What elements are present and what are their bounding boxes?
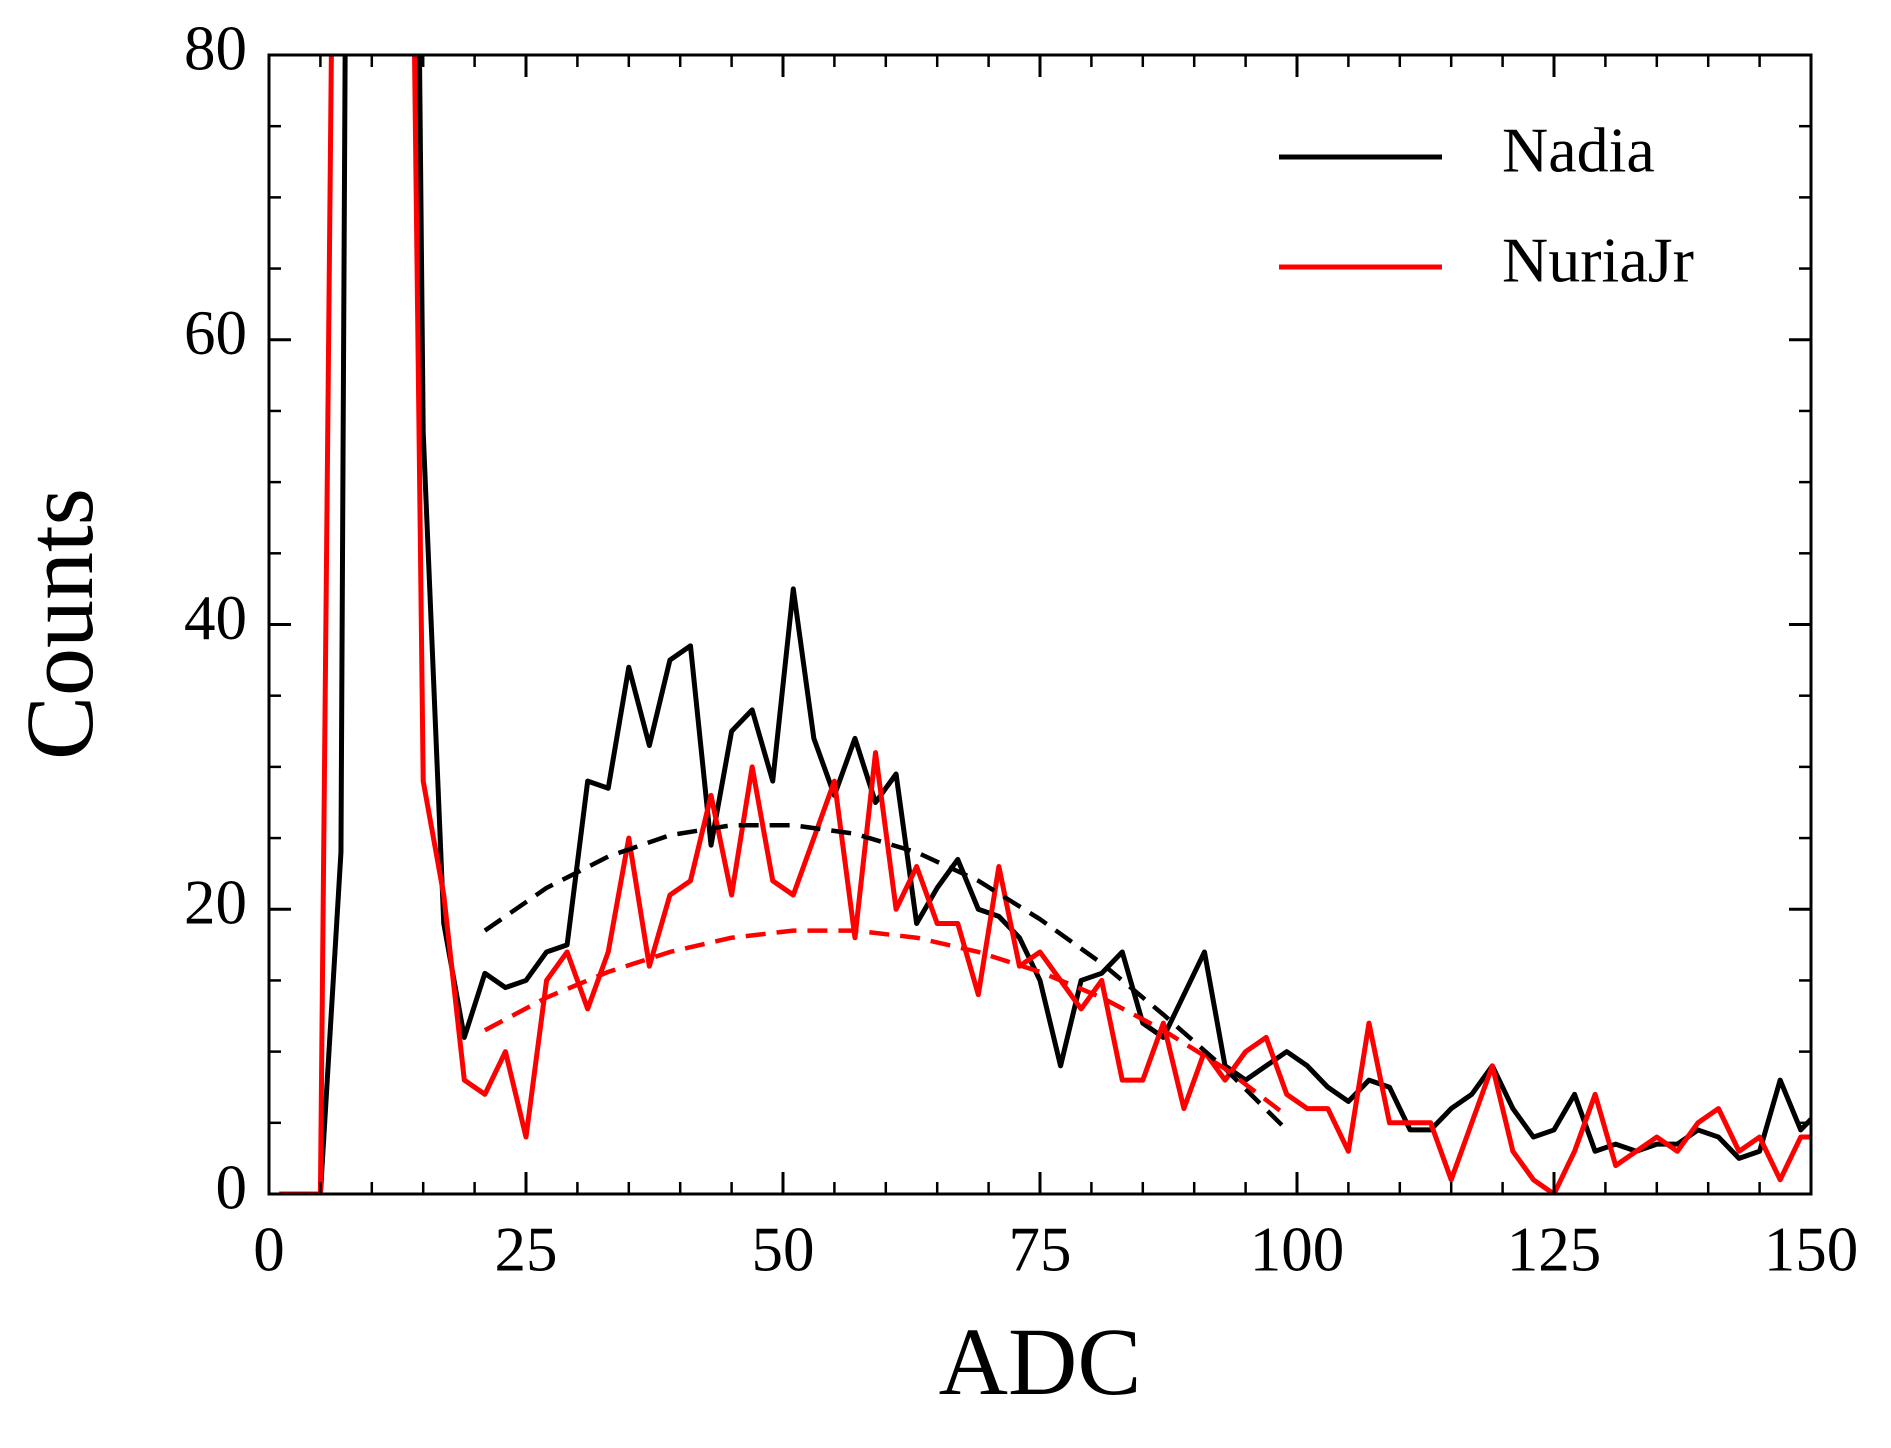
y-tick-label: 20 — [184, 868, 247, 938]
y-tick-label: 60 — [184, 298, 247, 368]
x-tick-label: 50 — [752, 1214, 815, 1284]
data-line — [279, 55, 1811, 1194]
data-line — [279, 55, 1811, 1194]
data-line — [483, 823, 1289, 1132]
x-tick-label: 150 — [1764, 1214, 1859, 1284]
x-tick-label: 0 — [253, 1214, 285, 1284]
x-tick-label: 75 — [1009, 1214, 1072, 1284]
plot-area — [279, 55, 1811, 1194]
y-tick-label: 40 — [184, 583, 247, 653]
legend-label: Nadia — [1502, 115, 1655, 186]
y-tick-label: 0 — [216, 1152, 248, 1222]
x-tick-label: 125 — [1507, 1214, 1602, 1284]
y-tick-label: 80 — [184, 13, 247, 83]
x-tick-label: 25 — [495, 1214, 558, 1284]
legend-label: NuriaJr — [1502, 225, 1694, 296]
x-axis-label: ADC — [939, 1308, 1142, 1415]
data-line — [483, 928, 1289, 1118]
y-axis-label: Counts — [6, 488, 113, 760]
x-tick-label: 100 — [1250, 1214, 1345, 1284]
